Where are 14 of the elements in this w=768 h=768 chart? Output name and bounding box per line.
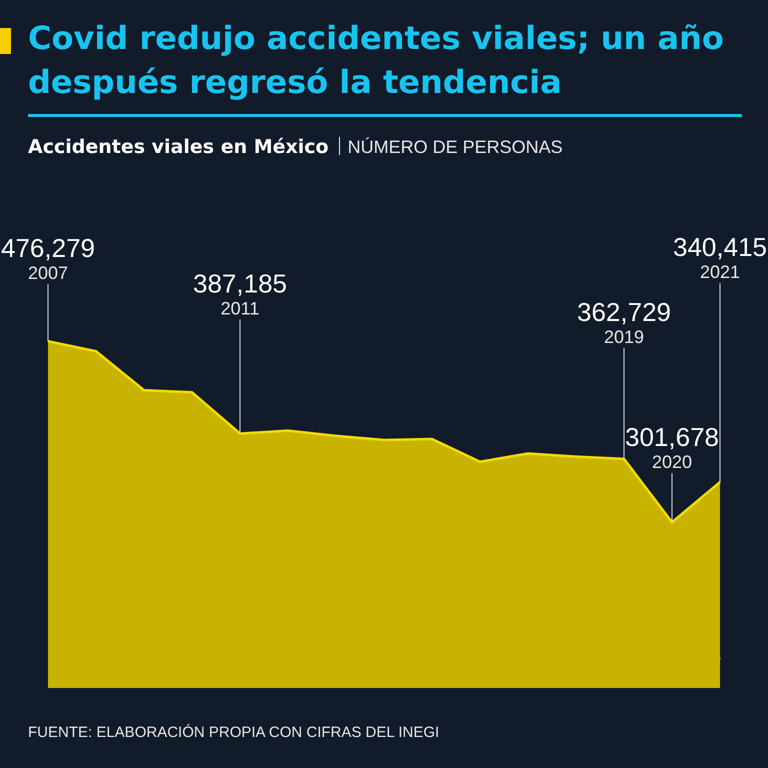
chart-title: Covid redujo accidentes viales; un año después regresó la tendencia: [28, 18, 725, 103]
x-tick-label: 2011: [220, 298, 260, 319]
data-label: 476,279: [1, 233, 95, 264]
x-tick-label: 2007: [28, 263, 68, 284]
data-label: 340,415: [673, 232, 767, 262]
data-label: 387,185: [193, 268, 287, 299]
x-tick-label: 2020: [652, 452, 692, 472]
data-label: 362,729: [577, 296, 671, 327]
x-tick-label: 2019: [604, 326, 644, 347]
chart-subtitle: Accidentes viales en México: [28, 136, 329, 158]
annotation: FUENTE: ELABORACIÓN PROPIA CON CIFRAS DEL INEGI: [28, 724, 440, 741]
data-label: 301,678: [625, 422, 719, 452]
x-tick-label: 2021: [700, 262, 740, 282]
text: NÚMERO DE PERSONAS: [348, 137, 563, 157]
